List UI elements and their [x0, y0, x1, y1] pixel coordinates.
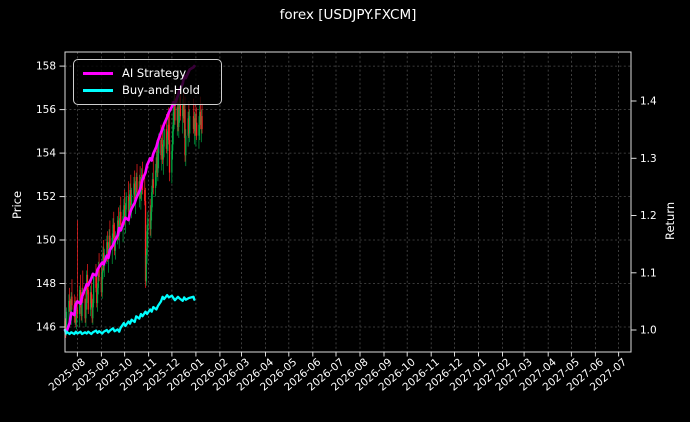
price-axis-label: Price — [10, 190, 24, 219]
legend: AI Strategy Buy-and-Hold — [73, 59, 222, 105]
y-tick-label-return: 1.1 — [640, 267, 657, 279]
y-tick-label-price: 152 — [36, 191, 56, 203]
legend-label-buy-and-hold: Buy-and-Hold — [122, 82, 200, 97]
y-tick-label-price: 146 — [36, 322, 56, 334]
y-tick-label-return: 1.3 — [640, 153, 657, 165]
plot-border — [64, 51, 632, 353]
y-tick-label-price: 148 — [36, 278, 56, 290]
buy-and-hold-line — [63, 293, 196, 336]
y-tick-label-return: 1.4 — [640, 96, 657, 108]
y-tick-label-return: 1.2 — [640, 210, 657, 222]
buy-and-hold-line-swatch — [83, 88, 113, 92]
y-tick-label-price: 154 — [36, 148, 56, 160]
legend-item-ai-strategy: AI Strategy — [83, 66, 212, 80]
y-tick-label-price: 150 — [36, 235, 56, 247]
legend-label-ai-strategy: AI Strategy — [122, 66, 187, 80]
legend-item-buy-and-hold: Buy-and-Hold — [83, 82, 212, 97]
grid — [65, 52, 631, 352]
tick-labels: 1461481501521541561581.01.11.21.31.42025… — [36, 61, 657, 394]
chart-title: forex [USDJPY.FXCM] — [279, 7, 417, 23]
y-tick-label-price: 156 — [36, 104, 56, 116]
return-axis-label: Return — [663, 201, 677, 240]
ai-strategy-line-swatch — [83, 72, 113, 76]
axis-ticks — [59, 65, 637, 357]
y-tick-label-price: 158 — [36, 61, 56, 73]
y-tick-label-return: 1.0 — [640, 325, 657, 337]
